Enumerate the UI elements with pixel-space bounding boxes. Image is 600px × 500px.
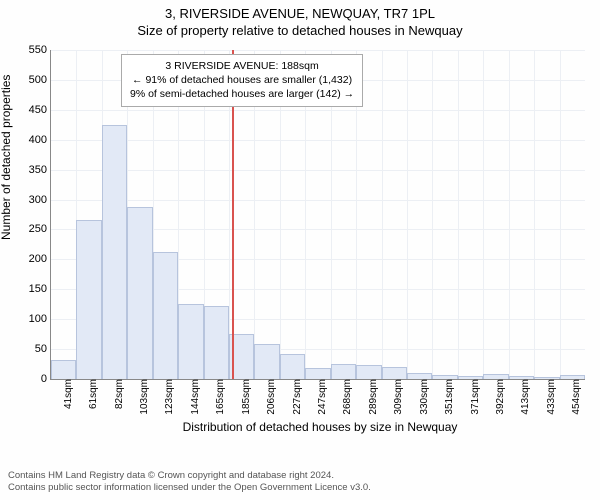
histogram-bar (280, 354, 305, 379)
x-tick-label: 227sqm (290, 379, 303, 415)
histogram-bar (51, 360, 76, 379)
footer-line-1: Contains HM Land Registry data © Crown c… (8, 470, 592, 482)
y-axis-label: Number of detached properties (0, 75, 13, 240)
y-tick-label: 400 (29, 134, 51, 146)
x-tick-label: 330sqm (417, 379, 430, 415)
x-axis-label: Distribution of detached houses by size … (50, 420, 590, 434)
x-tick-label: 41sqm (61, 379, 74, 409)
histogram-bar (153, 252, 178, 379)
subtitle: Size of property relative to detached ho… (0, 23, 600, 38)
histogram-bar (458, 376, 483, 379)
histogram-bar (102, 125, 127, 379)
y-tick-label: 450 (29, 104, 51, 116)
gridline-v (407, 50, 408, 379)
histogram-bar (356, 365, 381, 379)
x-tick-label: 309sqm (391, 379, 404, 415)
x-tick-label: 433sqm (544, 379, 557, 415)
histogram-bar (432, 375, 457, 379)
x-tick-label: 268sqm (340, 379, 353, 415)
y-tick-label: 100 (29, 313, 51, 325)
y-tick-label: 550 (29, 44, 51, 56)
attribution-footer: Contains HM Land Registry data © Crown c… (8, 470, 592, 494)
x-tick-label: 123sqm (162, 379, 175, 415)
chart-area: Number of detached properties 0501001502… (0, 40, 600, 440)
x-tick-label: 82sqm (112, 379, 125, 409)
histogram-bar (305, 368, 330, 379)
histogram-bar (483, 374, 508, 379)
info-line-3: 9% of semi-detached houses are larger (1… (130, 87, 354, 101)
info-line-1: 3 RIVERSIDE AVENUE: 188sqm (130, 59, 354, 73)
x-tick-label: 144sqm (188, 379, 201, 415)
gridline-h (51, 200, 585, 201)
x-tick-label: 371sqm (468, 379, 481, 415)
histogram-bar (509, 376, 534, 379)
x-tick-label: 413sqm (518, 379, 531, 415)
gridline-v (560, 50, 561, 379)
gridline-v (534, 50, 535, 379)
x-tick-label: 247sqm (315, 379, 328, 415)
y-tick-label: 50 (35, 343, 51, 355)
y-tick-label: 200 (29, 253, 51, 265)
title-area: 3, RIVERSIDE AVENUE, NEWQUAY, TR7 1PL Si… (0, 0, 600, 38)
x-tick-label: 454sqm (569, 379, 582, 415)
gridline-h (51, 110, 585, 111)
y-tick-label: 0 (41, 373, 51, 385)
histogram-bar (534, 377, 559, 379)
x-tick-label: 103sqm (137, 379, 150, 415)
y-tick-label: 350 (29, 164, 51, 176)
histogram-bar (76, 220, 101, 379)
marker-info-box: 3 RIVERSIDE AVENUE: 188sqm ← 91% of deta… (121, 54, 363, 107)
histogram-bar (204, 306, 229, 379)
info-line-2: ← 91% of detached houses are smaller (1,… (130, 73, 354, 87)
footer-line-2: Contains public sector information licen… (8, 482, 592, 494)
x-tick-label: 351sqm (442, 379, 455, 415)
gridline-h (51, 50, 585, 51)
gridline-h (51, 140, 585, 141)
gridline-v (509, 50, 510, 379)
x-tick-label: 165sqm (213, 379, 226, 415)
y-tick-label: 150 (29, 283, 51, 295)
histogram-bar (254, 344, 279, 379)
plot-region: 05010015020025030035040045050055041sqm61… (50, 50, 585, 380)
histogram-bar (178, 304, 203, 379)
x-tick-label: 206sqm (264, 379, 277, 415)
y-tick-label: 250 (29, 223, 51, 235)
x-tick-label: 185sqm (239, 379, 252, 415)
x-tick-label: 392sqm (493, 379, 506, 415)
gridline-v (432, 50, 433, 379)
histogram-bar (382, 367, 407, 379)
histogram-bar (331, 364, 356, 379)
histogram-bar (560, 375, 585, 379)
y-tick-label: 500 (29, 74, 51, 86)
address-title: 3, RIVERSIDE AVENUE, NEWQUAY, TR7 1PL (0, 6, 600, 21)
gridline-v (458, 50, 459, 379)
gridline-h (51, 170, 585, 171)
x-tick-label: 61sqm (86, 379, 99, 409)
x-tick-label: 289sqm (366, 379, 379, 415)
histogram-bar (127, 207, 152, 379)
gridline-v (382, 50, 383, 379)
gridline-v (483, 50, 484, 379)
y-tick-label: 300 (29, 194, 51, 206)
histogram-bar (407, 373, 432, 379)
